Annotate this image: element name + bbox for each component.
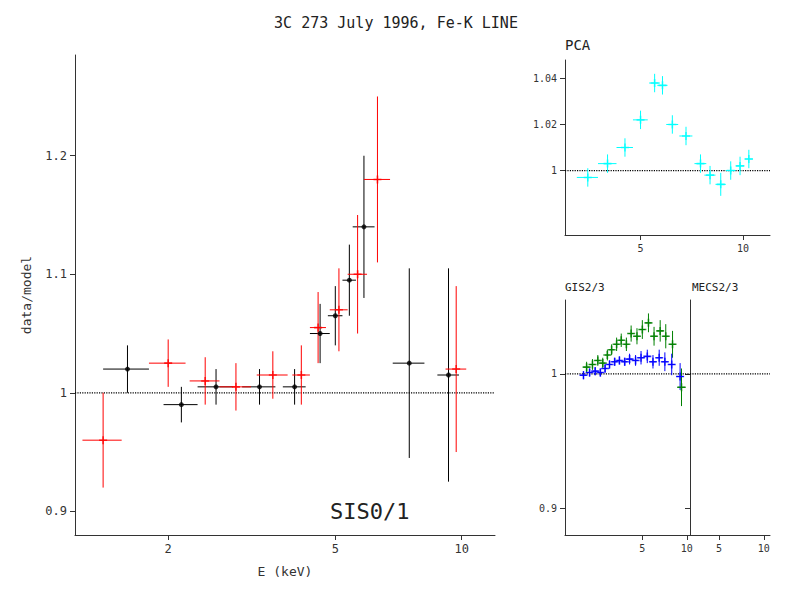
svg-text:1.1: 1.1 — [45, 267, 67, 281]
svg-text:0.9: 0.9 — [45, 504, 67, 518]
svg-text:5: 5 — [332, 542, 339, 556]
svg-text:1.2: 1.2 — [45, 149, 67, 163]
svg-text:2: 2 — [165, 542, 172, 556]
svg-text:3C 273 July 1996, Fe-K LINE: 3C 273 July 1996, Fe-K LINE — [274, 14, 518, 32]
svg-text:10: 10 — [455, 542, 469, 556]
svg-text:5: 5 — [716, 543, 722, 554]
svg-text:1: 1 — [60, 386, 67, 400]
svg-text:MECS2/3: MECS2/3 — [692, 281, 738, 294]
svg-text:5: 5 — [638, 243, 644, 254]
svg-text:1: 1 — [551, 165, 557, 176]
svg-text:10: 10 — [737, 243, 749, 254]
svg-text:10: 10 — [758, 543, 770, 554]
svg-text:10: 10 — [681, 543, 693, 554]
svg-text:1.04: 1.04 — [533, 73, 557, 84]
svg-text:1: 1 — [551, 368, 557, 379]
svg-text:1.02: 1.02 — [533, 119, 557, 130]
svg-text:data/model: data/model — [19, 256, 34, 334]
svg-text:SIS0/1: SIS0/1 — [330, 499, 409, 524]
svg-text:E (keV): E (keV) — [258, 564, 313, 579]
svg-text:5: 5 — [639, 543, 645, 554]
svg-text:0.9: 0.9 — [539, 503, 557, 514]
svg-text:GIS2/3: GIS2/3 — [565, 281, 605, 294]
svg-text:PCA: PCA — [565, 37, 591, 53]
